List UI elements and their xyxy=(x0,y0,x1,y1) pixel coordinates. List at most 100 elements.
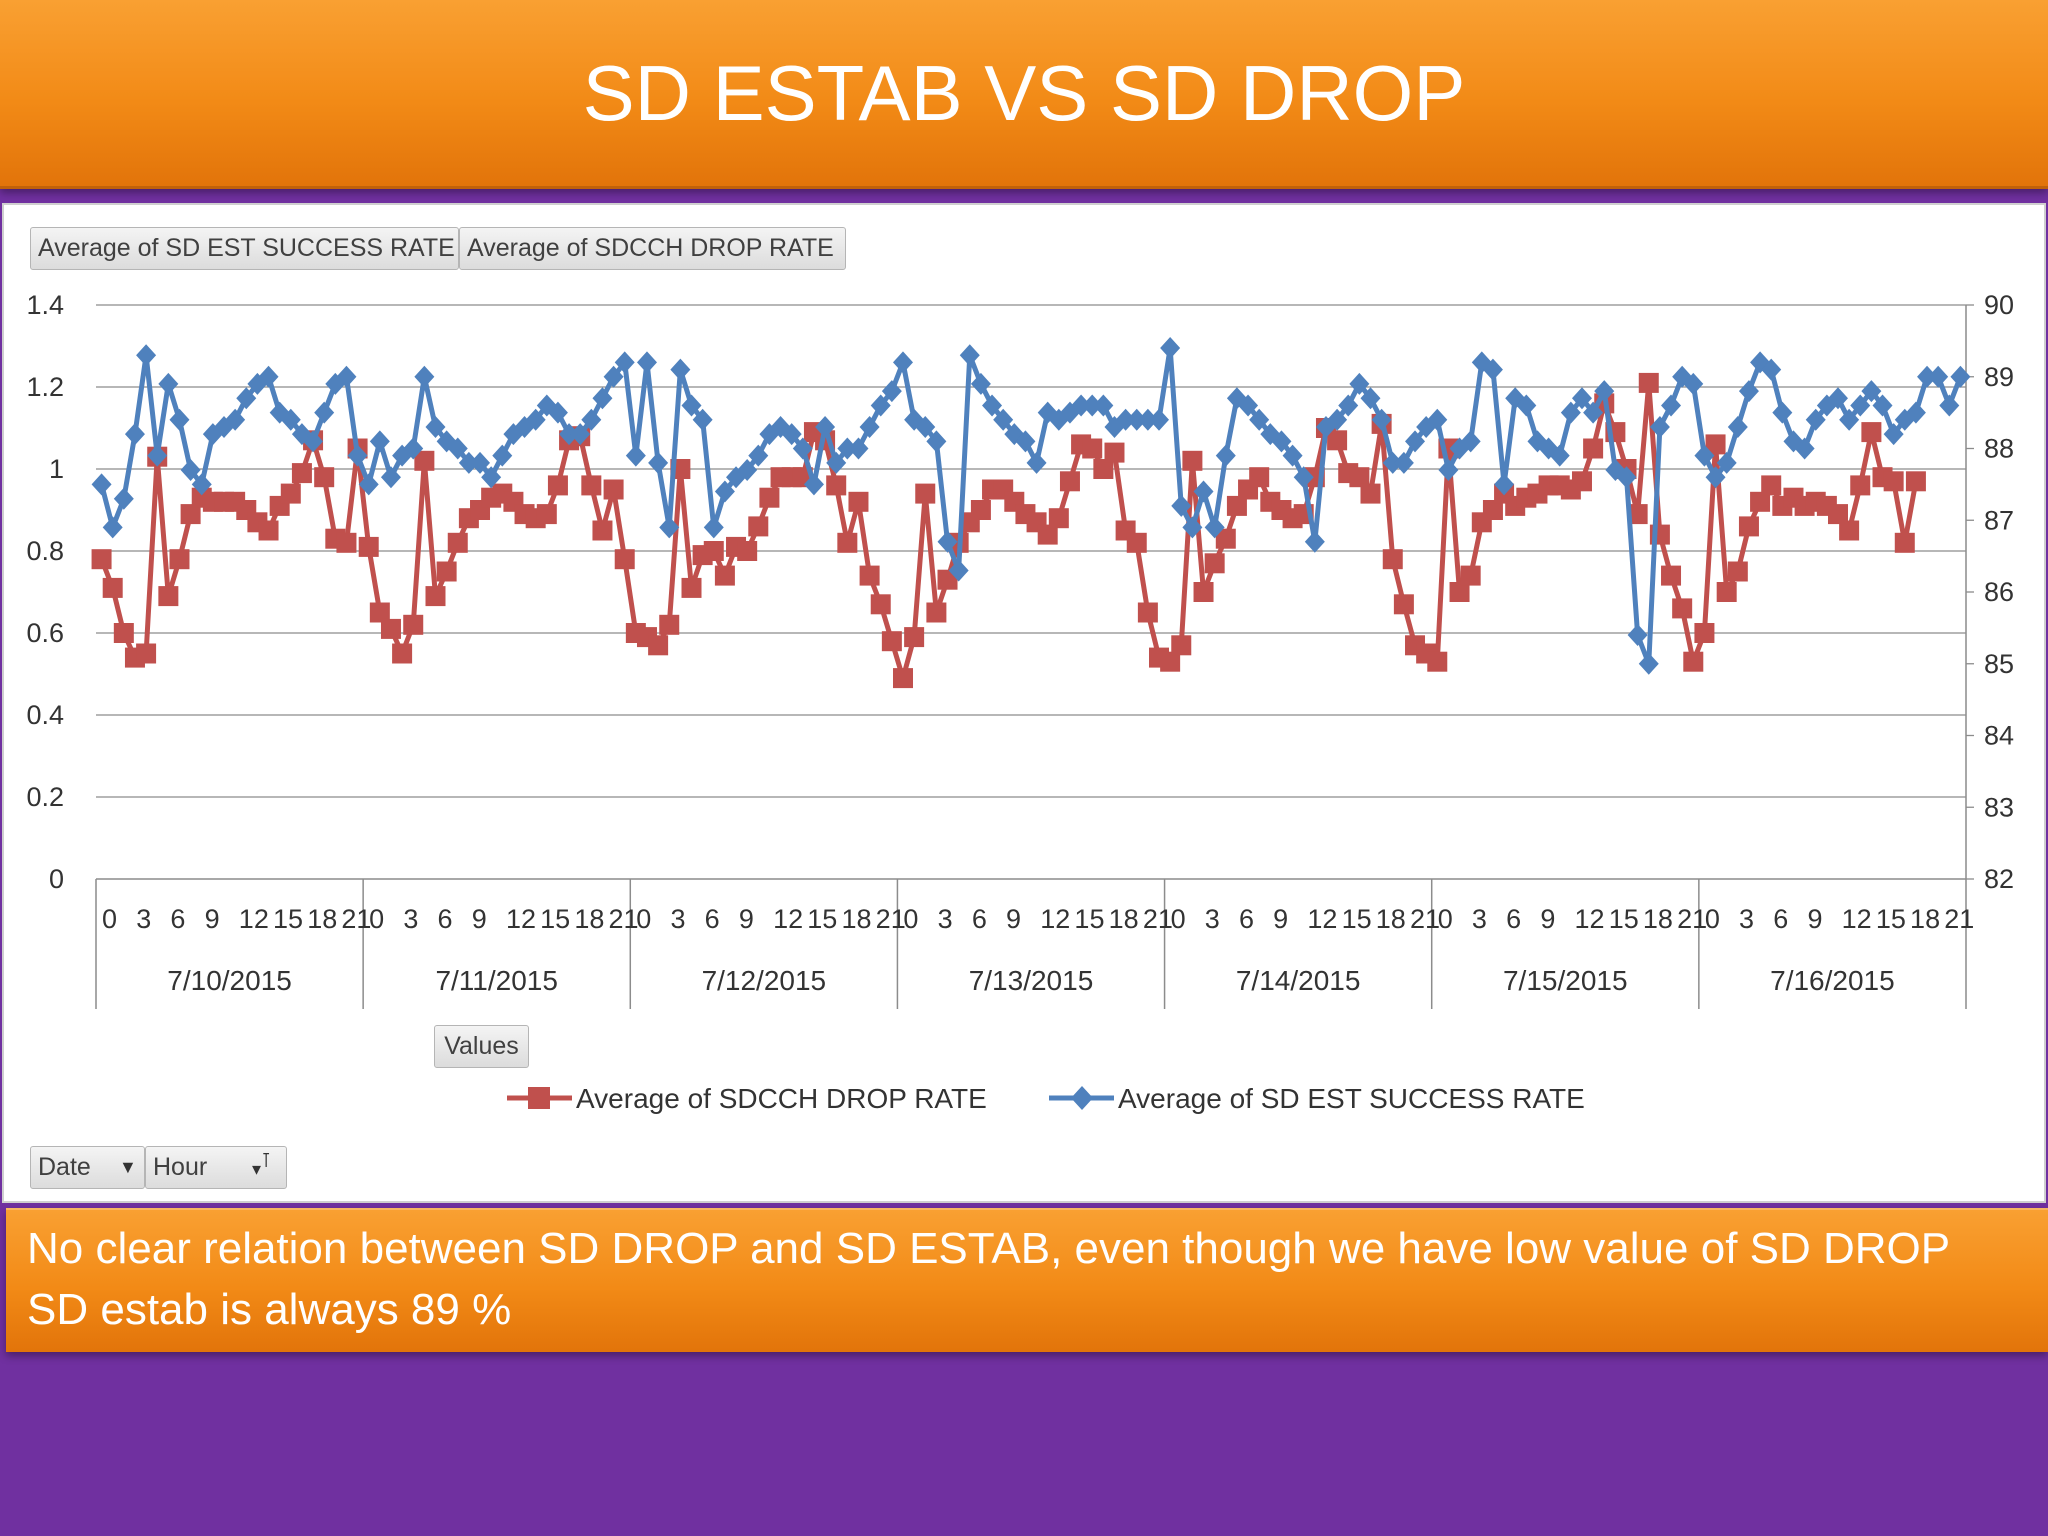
series-est-success-rate xyxy=(91,337,1971,675)
data-point-diamond xyxy=(703,516,724,539)
dropdown-arrow-icon[interactable]: ▼ xyxy=(119,1157,137,1177)
hour-tick-label: 21 xyxy=(1944,904,1974,934)
data-point-square xyxy=(681,577,702,598)
data-point-diamond xyxy=(1026,451,1047,474)
data-point-square xyxy=(336,532,357,553)
date-label: 7/12/2015 xyxy=(702,965,827,996)
data-point-square xyxy=(1360,483,1381,504)
data-point-diamond xyxy=(1393,451,1414,474)
data-point-diamond xyxy=(1694,444,1715,467)
data-point-diamond xyxy=(1193,480,1214,503)
hour-tick-label: 12 xyxy=(1307,904,1337,934)
data-point-diamond xyxy=(792,437,813,460)
data-point-square xyxy=(1583,438,1604,459)
data-point-square xyxy=(1037,524,1058,545)
data-point-diamond xyxy=(303,430,324,453)
date-field-button[interactable]: Date ▼ xyxy=(30,1146,145,1189)
data-point-diamond xyxy=(258,365,279,388)
data-point-diamond xyxy=(1861,380,1882,403)
data-point-diamond xyxy=(692,408,713,431)
data-point-square xyxy=(291,463,312,484)
values-field-button[interactable]: Values xyxy=(434,1025,529,1068)
hour-tick-label: 6 xyxy=(1773,904,1788,934)
data-point-square xyxy=(759,487,780,508)
data-point-diamond xyxy=(1627,624,1648,647)
data-point-diamond xyxy=(748,444,769,467)
data-point-diamond xyxy=(659,516,680,539)
right-tick-label: 88 xyxy=(1984,434,2014,464)
date-label: 7/13/2015 xyxy=(969,965,1094,996)
data-point-diamond xyxy=(113,487,134,510)
data-point-diamond xyxy=(1182,516,1203,539)
data-point-square xyxy=(369,602,390,623)
hour-tick-label: 9 xyxy=(1540,904,1555,934)
data-point-diamond xyxy=(1649,415,1670,438)
value-field-button-drop[interactable]: Average of SDCCH DROP RATE xyxy=(459,227,846,270)
hour-tick-label: 18 xyxy=(1910,904,1940,934)
data-point-diamond xyxy=(1427,408,1448,431)
data-point-diamond xyxy=(436,430,457,453)
data-point-diamond xyxy=(1516,394,1537,417)
left-axis-tick-labels: 0 0.2 0.4 0.6 0.8 1 1.2 1.4 xyxy=(26,290,64,894)
data-point-square xyxy=(870,594,891,615)
data-point-diamond xyxy=(191,473,212,496)
data-point-square xyxy=(1750,491,1771,512)
data-point-diamond xyxy=(625,444,646,467)
data-point-diamond xyxy=(1071,394,1092,417)
hour-field-button[interactable]: Hour ▾⊺ xyxy=(145,1146,287,1189)
data-point-diamond xyxy=(102,516,123,539)
data-point-square xyxy=(414,450,435,471)
data-point-diamond xyxy=(1338,394,1359,417)
legend-label-estab: Average of SD EST SUCCESS RATE xyxy=(1118,1083,1585,1114)
data-point-diamond xyxy=(136,344,157,367)
data-point-diamond xyxy=(536,394,557,417)
data-point-diamond xyxy=(1894,408,1915,431)
data-point-diamond xyxy=(1883,423,1904,446)
data-point-diamond xyxy=(592,387,613,410)
data-point-diamond xyxy=(926,430,947,453)
data-point-diamond xyxy=(1950,365,1971,388)
data-point-square xyxy=(380,618,401,639)
left-tick-label: 0 xyxy=(49,864,64,894)
left-tick-label: 1.4 xyxy=(26,290,64,320)
legend: Average of SDCCH DROP RATE Average of SD … xyxy=(507,1083,1585,1114)
data-point-square xyxy=(1226,495,1247,516)
filter-dropdown-icon[interactable]: ▾⊺ xyxy=(252,1150,272,1179)
hour-tick-label: 21 xyxy=(609,904,639,934)
hour-tick-label: 0 xyxy=(1438,904,1453,934)
data-point-square xyxy=(1905,471,1926,492)
data-point-diamond xyxy=(848,437,869,460)
data-point-square xyxy=(136,643,157,664)
data-point-square xyxy=(859,565,880,586)
value-field-button-estab[interactable]: Average of SD EST SUCCESS RATE xyxy=(30,227,459,270)
data-point-square xyxy=(581,475,602,496)
data-point-diamond xyxy=(1360,387,1381,410)
data-point-square xyxy=(1839,520,1860,541)
hour-tick-label: 15 xyxy=(1876,904,1906,934)
date-label: 7/14/2015 xyxy=(1236,965,1361,996)
hour-tick-label: 9 xyxy=(205,904,220,934)
legend-marker-drop xyxy=(528,1087,550,1109)
hour-tick-label: 6 xyxy=(438,904,453,934)
hour-tick-label: 0 xyxy=(636,904,651,934)
data-point-square xyxy=(280,483,301,504)
hour-tick-label: 21 xyxy=(1677,904,1707,934)
data-point-diamond xyxy=(1872,394,1893,417)
data-point-square xyxy=(1672,598,1693,619)
data-point-diamond xyxy=(124,423,145,446)
data-point-square xyxy=(714,565,735,586)
data-point-diamond xyxy=(403,437,424,460)
data-point-square xyxy=(1182,450,1203,471)
data-point-square xyxy=(1694,623,1715,643)
data-point-square xyxy=(737,541,758,561)
data-point-square xyxy=(1048,508,1069,529)
right-tick-label: 89 xyxy=(1984,362,2014,392)
right-tick-label: 90 xyxy=(1984,290,2014,320)
data-point-square xyxy=(1727,561,1748,582)
data-point-diamond xyxy=(158,372,179,395)
data-point-diamond xyxy=(1905,401,1926,424)
data-point-square xyxy=(603,479,624,500)
data-point-square xyxy=(826,475,847,496)
hour-tick-label: 15 xyxy=(540,904,570,934)
